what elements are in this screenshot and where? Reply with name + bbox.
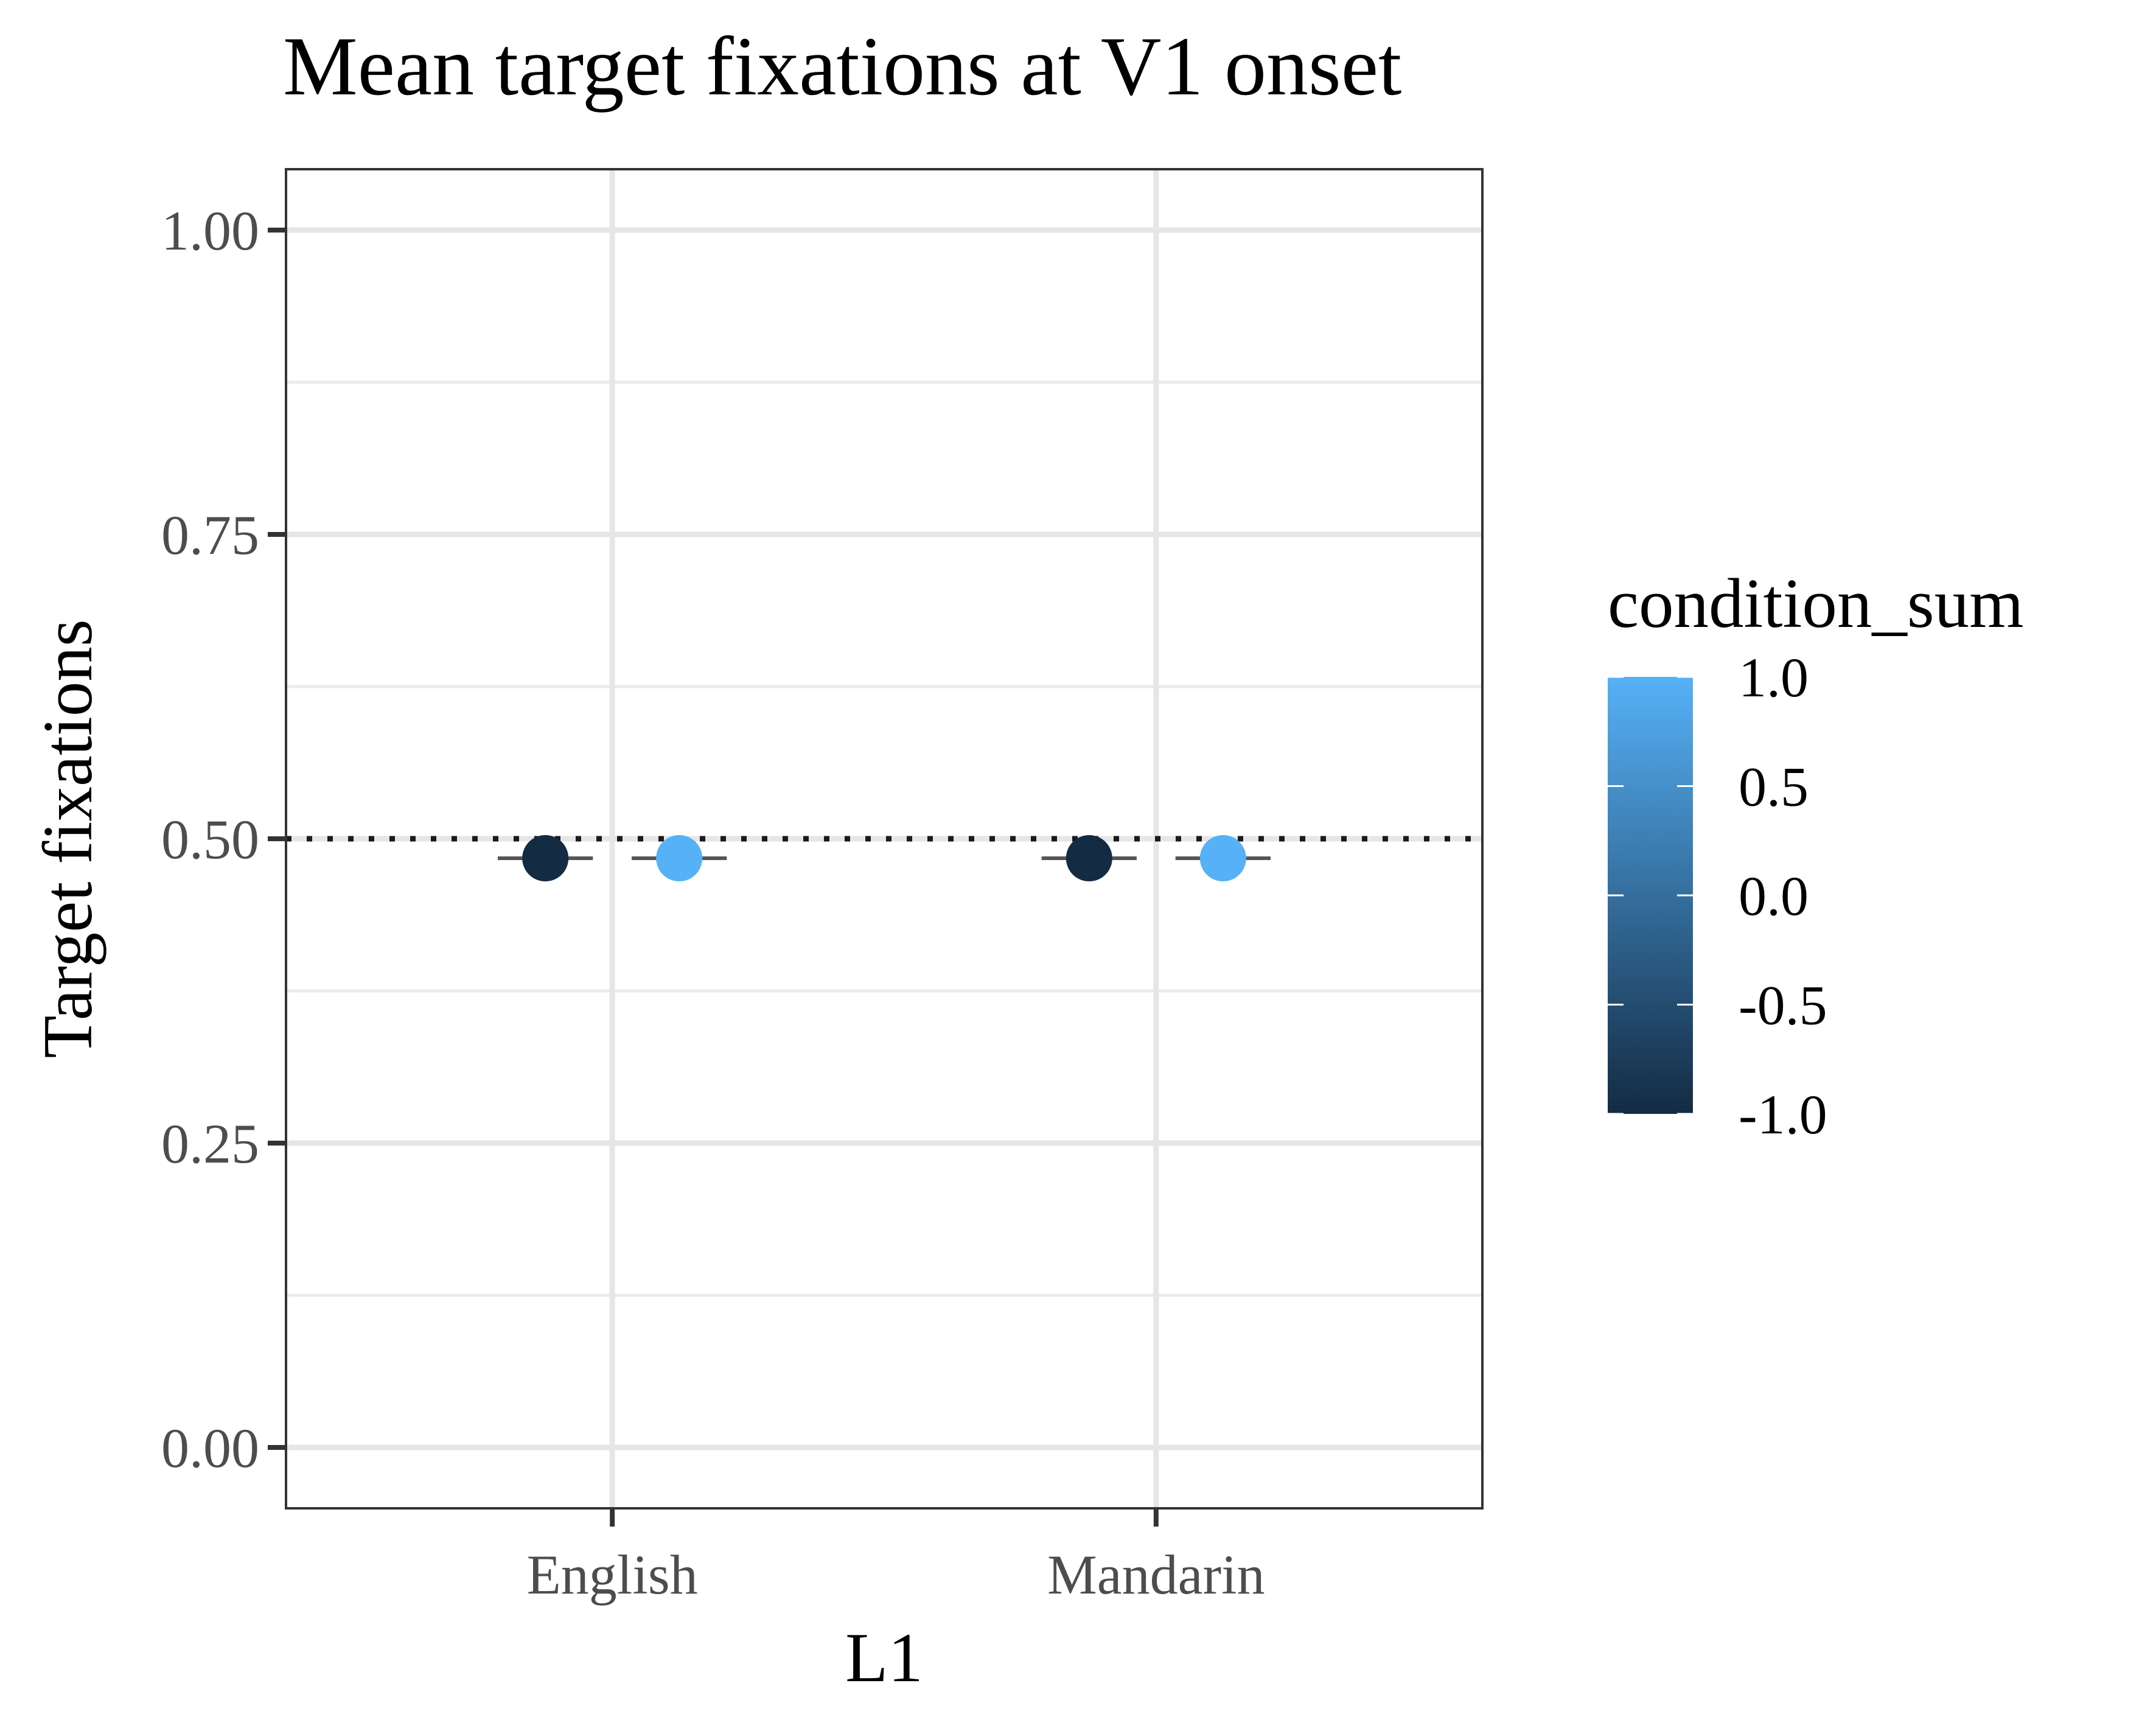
major-gridlines [286, 169, 1482, 1508]
legend-ticks: 1.0 0.5 0.0 -0.5 -1.0 [1608, 646, 1827, 1146]
data-point [656, 835, 703, 881]
legend: condition_sum 1.0 0.5 0.0 -0.5 -1.0 [1608, 565, 2024, 1146]
data-point [1066, 835, 1112, 881]
legend-label: 0.5 [1739, 756, 1809, 818]
legend-label: -1.0 [1739, 1083, 1827, 1146]
data-point [1199, 835, 1246, 881]
minor-gridlines [286, 380, 1482, 1297]
legend-label: 0.0 [1739, 865, 1809, 927]
y-tick-label: 1.00 [161, 200, 259, 262]
legend-label: 1.0 [1739, 646, 1809, 709]
y-tick-label: 0.25 [161, 1113, 259, 1175]
legend-label: -0.5 [1739, 974, 1827, 1037]
y-tick-label: 0.50 [161, 808, 259, 870]
x-axis: English Mandarin [527, 1508, 1265, 1606]
y-axis: 0.00 0.25 0.50 0.75 1.00 [161, 200, 286, 1479]
legend-title: condition_sum [1608, 565, 2024, 642]
x-axis-title: L1 [845, 1619, 923, 1696]
y-tick-label: 0.75 [161, 504, 259, 566]
y-axis-title: Target fixations [29, 619, 106, 1058]
y-tick-label: 0.00 [161, 1417, 259, 1479]
data-point [522, 835, 569, 881]
plot-panel [285, 168, 1484, 1510]
chart-title: Mean target fixations at V1 onset [283, 19, 1401, 113]
x-tick-label: English [527, 1544, 698, 1606]
data-points [522, 835, 1246, 881]
x-tick-label: Mandarin [1047, 1544, 1265, 1606]
